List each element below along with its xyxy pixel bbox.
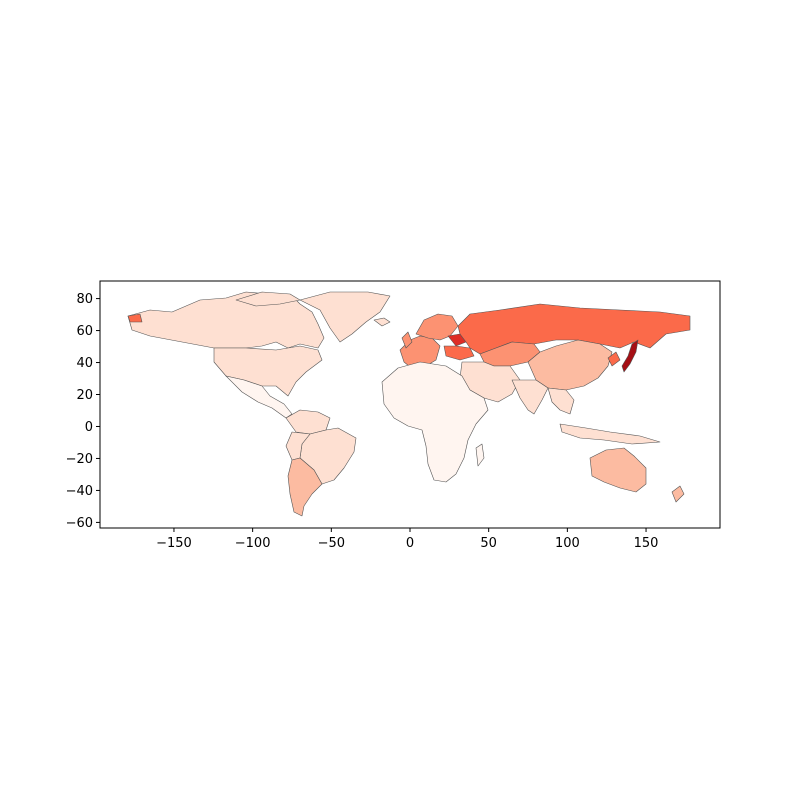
- country-russia-chukotka: [127, 313, 143, 323]
- y-tick-label: 60: [76, 324, 93, 339]
- x-tick-label: 100: [555, 536, 580, 551]
- country-australia: [589, 447, 647, 493]
- x-tick-label: −150: [156, 536, 192, 551]
- country-mexico: [225, 375, 293, 419]
- y-tick-label: −60: [66, 516, 93, 531]
- y-tick-label: 40: [76, 356, 93, 371]
- x-tick-label: 50: [480, 536, 497, 551]
- country-madagascar: [475, 443, 485, 467]
- country-india: [511, 379, 549, 415]
- country-south-korea: [607, 351, 621, 367]
- countries-layer: [127, 291, 691, 517]
- country-greenland: [299, 291, 391, 343]
- x-tick-label: −100: [235, 536, 271, 551]
- x-tick-label: −50: [318, 536, 345, 551]
- y-tick-label: 20: [76, 388, 93, 403]
- country-colombia: [285, 409, 331, 435]
- country-argentina: [287, 457, 323, 517]
- country-ukraine: [443, 345, 475, 361]
- country-russia: [457, 303, 691, 355]
- y-tick-label: 0: [85, 420, 93, 435]
- country-africa: [381, 361, 489, 483]
- y-tick-label: −40: [66, 484, 93, 499]
- x-tick-label: 150: [634, 536, 659, 551]
- country-japan: [621, 339, 639, 373]
- country-iceland: [373, 317, 391, 327]
- y-axis: −60 −40 −20 0 20 40 60 80: [66, 292, 100, 531]
- y-tick-label: −20: [66, 452, 93, 467]
- country-new-zealand: [671, 485, 685, 503]
- country-southeast-asia: [547, 387, 575, 415]
- y-tick-label: 80: [76, 292, 93, 307]
- x-axis: −150 −100 −50 0 50 100 150: [156, 528, 658, 551]
- country-united-kingdom: [401, 331, 413, 349]
- country-indonesia: [559, 423, 661, 445]
- x-tick-label: 0: [406, 536, 414, 551]
